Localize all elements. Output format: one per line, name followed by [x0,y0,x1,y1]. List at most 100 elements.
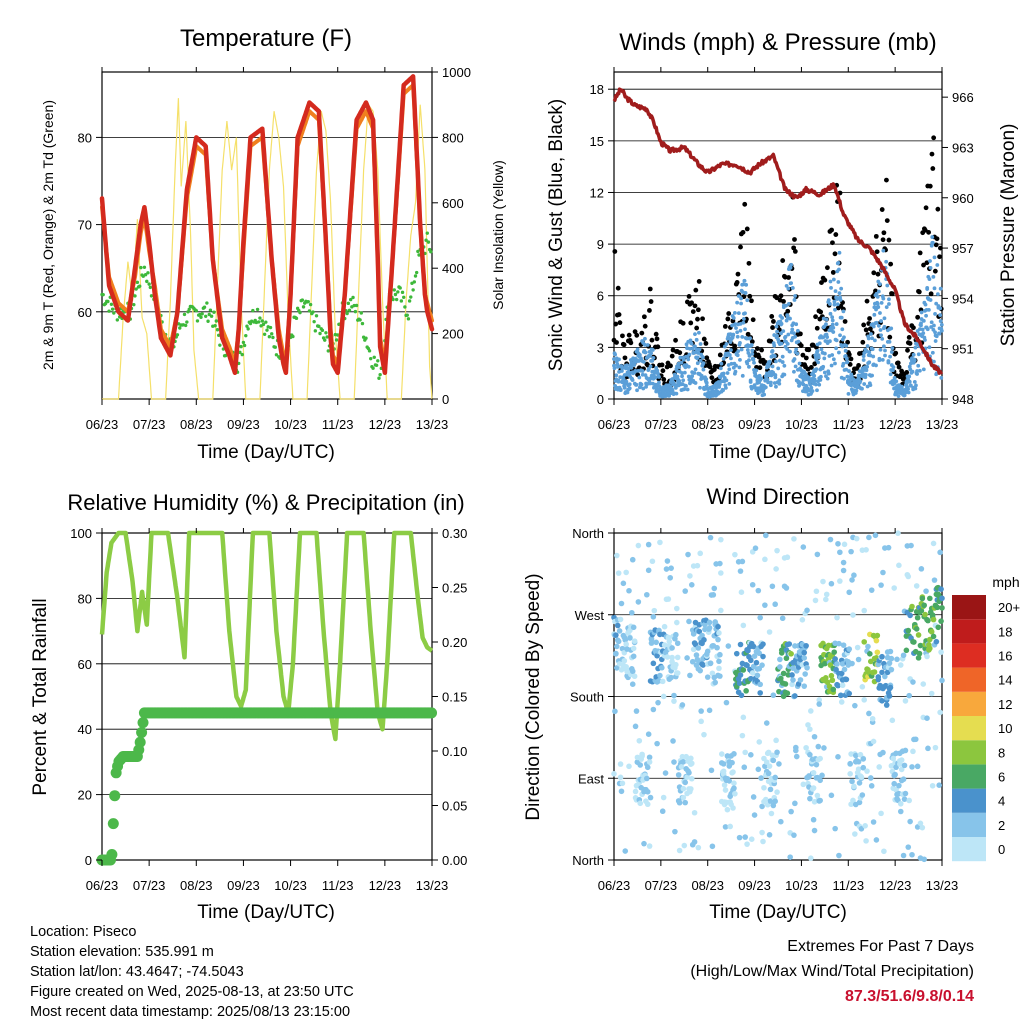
dewpoint-point [146,271,150,275]
wind-point [794,347,799,352]
x-tick-label: 10/23 [274,417,307,432]
direction-point [761,784,767,791]
wind-point [843,348,848,353]
wind-point [733,322,738,327]
direction-point [816,697,823,703]
gust-point [921,262,926,268]
wind-point [917,327,922,332]
direction-point [659,678,666,685]
wind-point [903,390,908,395]
gust-point [668,363,673,369]
precip-point [106,849,118,861]
direction-point [671,692,677,699]
wind-point [874,320,879,325]
direction-point [727,823,734,830]
direction-point [698,708,704,714]
direction-point [752,545,759,551]
y-tick-label: 0 [85,853,92,868]
direction-point [671,698,677,704]
direction-point [664,654,671,660]
wind-point [735,353,740,358]
gust-point [647,308,652,313]
wind-point [928,259,932,263]
wind-point [701,361,706,366]
wind-point [921,318,926,323]
dewpoint-point [101,292,105,297]
wind-point [794,322,799,327]
direction-point [709,843,716,850]
wind-point [779,341,784,346]
gust-point [884,177,889,183]
wind-point [762,392,767,397]
dewpoint-point [132,302,136,307]
wind-point [741,282,746,287]
wind-point [752,360,756,365]
direction-point [841,666,848,673]
direction-point [893,786,899,793]
direction-point [660,794,667,801]
direction-point [892,771,898,778]
direction-point [770,757,777,764]
dewpoint-point [200,312,204,316]
direction-point [623,569,629,576]
wind-point [684,383,688,388]
wind-point [779,321,784,326]
direction-point [898,757,905,763]
wind-point [832,302,837,307]
wind-point [692,371,697,375]
wind-point [938,286,943,291]
direction-point [631,673,638,680]
wind-point [752,383,757,388]
wind-point [797,361,802,366]
wind-point [882,324,887,329]
wind-point [643,350,648,355]
direction-point [915,655,922,661]
direction-point [716,658,722,665]
temperature-title: Temperature (F) [180,25,352,52]
direction-point [725,643,732,649]
direction-point [659,808,666,815]
direction-point [897,662,904,668]
wind-point [819,374,823,379]
wind-point [870,347,875,352]
wind-point [841,309,846,314]
gust-point [868,326,873,332]
wind-point [629,365,634,370]
direction-point [832,656,838,662]
dewpoint-point [238,350,242,355]
wind-point [776,366,781,371]
wind-point [719,361,724,366]
speed-legend-label: 8 [998,745,1005,760]
direction-point [768,810,775,817]
wind-point [930,350,935,355]
gust-point [906,335,912,340]
gust-point [867,316,872,321]
wind-point [839,315,844,320]
gust-point [915,314,921,320]
dewpoint-point [112,311,116,315]
dewpoint-point [187,307,191,311]
gust-point [930,166,936,171]
wind-point [864,368,869,373]
wind-point [921,367,926,372]
direction-point [730,805,736,811]
wind-point [906,390,911,395]
direction-point [646,843,653,849]
wind-point [822,351,827,356]
wind-point [745,348,750,352]
direction-point [861,697,868,703]
wind-point [932,255,937,260]
wind-point [782,363,787,368]
dewpoint-point [206,319,210,323]
direction-point [900,776,907,783]
direction-point [670,738,676,744]
y-tick-label: West [575,608,605,623]
direction-point [828,580,835,587]
direction-point [856,780,863,786]
wind-point [890,346,895,350]
direction-point [645,567,652,574]
wind-point [650,358,655,363]
gust-point [770,325,775,330]
wind-point [741,317,746,321]
x-tick-label: 12/23 [369,417,402,432]
